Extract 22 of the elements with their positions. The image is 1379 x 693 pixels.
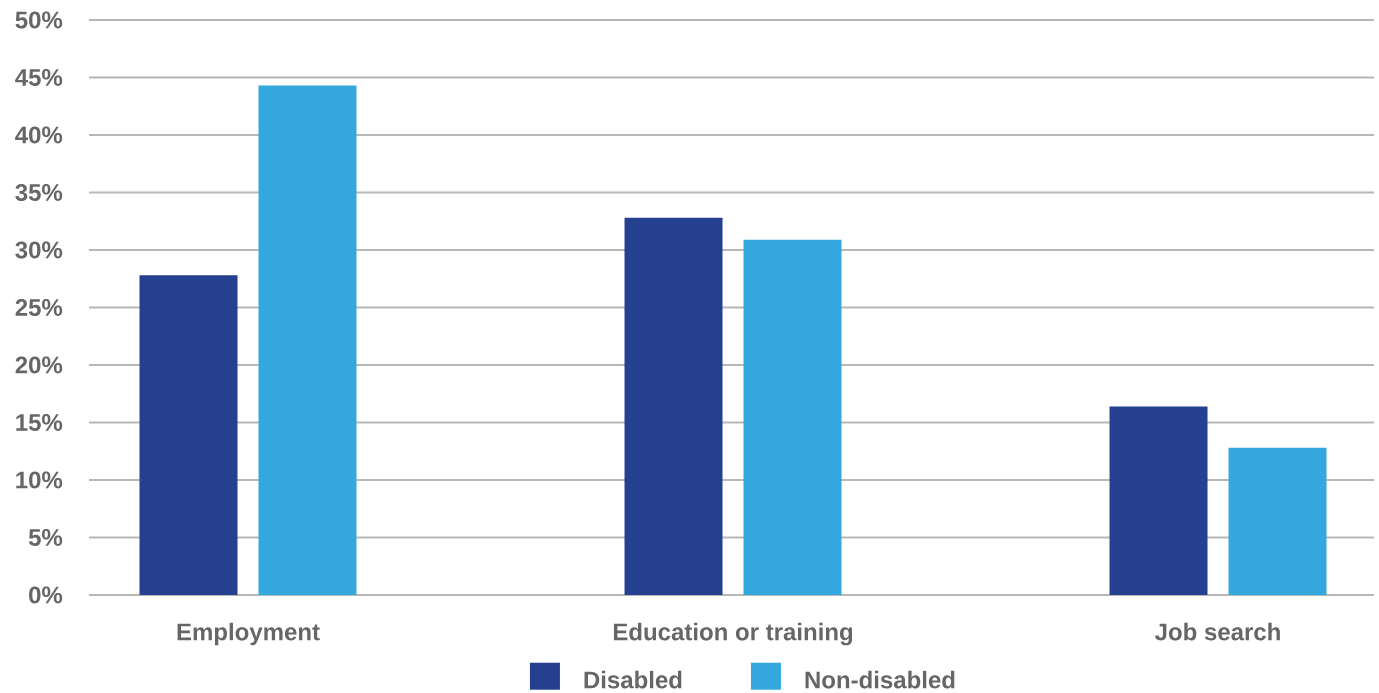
y-tick-label: 5% xyxy=(28,529,63,546)
x-tick-label: Job search xyxy=(1155,622,1280,641)
bar xyxy=(624,217,723,595)
y-tick-label: 25% xyxy=(15,298,63,316)
y-tick-label: 40% xyxy=(15,126,63,144)
bar xyxy=(1109,406,1208,595)
bar xyxy=(1228,447,1327,595)
bar xyxy=(743,239,842,595)
bar xyxy=(139,275,238,595)
y-tick-label: 0% xyxy=(29,586,63,604)
legend-label: Non-disabled xyxy=(805,670,955,689)
y-tick-label: 50% xyxy=(15,11,63,29)
bar xyxy=(258,85,357,595)
legend-label: Disabled xyxy=(584,670,682,689)
x-tick-label: Employment xyxy=(177,622,320,646)
y-tick-label: 45% xyxy=(15,69,63,86)
y-tick-label: 35% xyxy=(15,183,63,201)
y-tick-label: 15% xyxy=(16,414,63,431)
y-tick-label: 30% xyxy=(15,241,63,259)
x-tick-label: Education or training xyxy=(613,622,853,646)
y-tick-label: 20% xyxy=(15,356,63,374)
y-tick-label: 10% xyxy=(16,471,63,489)
